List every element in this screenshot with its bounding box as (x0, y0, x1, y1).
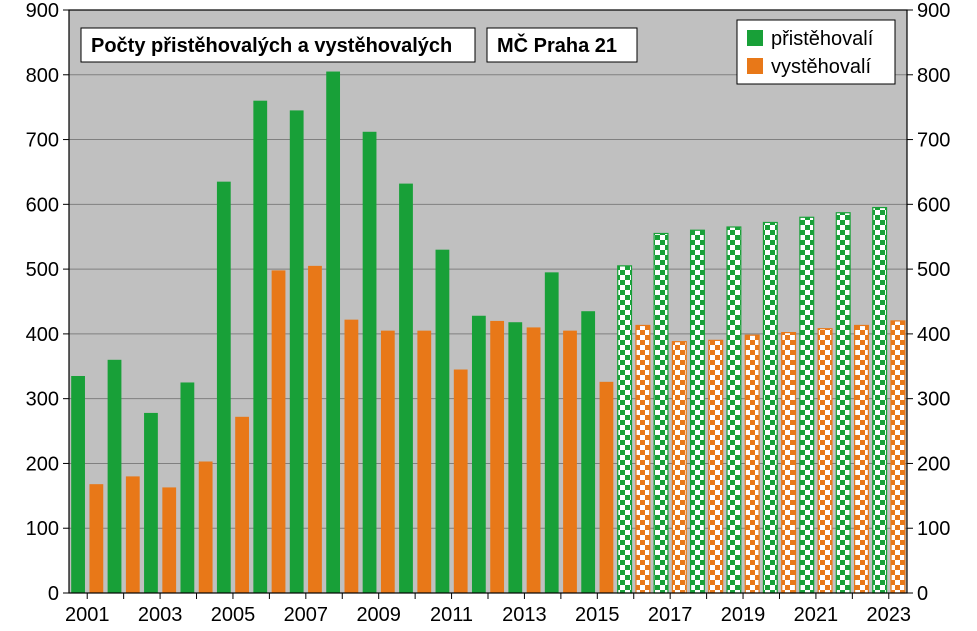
y-tick-label-right: 500 (917, 259, 950, 281)
bar-pristehovali (763, 222, 777, 593)
bar-pristehovali (545, 272, 559, 593)
bar-vystehovali (745, 335, 759, 593)
bar-vystehovali (381, 331, 395, 593)
bar-pristehovali (290, 110, 304, 593)
bar-pristehovali (727, 227, 741, 593)
bar-vystehovali (417, 331, 431, 593)
bar-pristehovali (144, 413, 158, 593)
chart-title-left: Počty přistěhovalých a vystěhovalých (91, 35, 452, 57)
bar-vystehovali (454, 370, 468, 593)
y-tick-label: 0 (48, 583, 59, 605)
bar-pristehovali (217, 182, 231, 593)
bar-pristehovali (436, 250, 450, 593)
y-tick-label-right: 600 (917, 194, 950, 216)
bar-vystehovali (818, 329, 832, 593)
bar-pristehovali (618, 266, 632, 593)
bar-vystehovali (162, 487, 176, 593)
y-tick-label: 100 (26, 518, 59, 540)
bar-vystehovali (272, 270, 286, 593)
chart-svg: 0 0 100 100 200 200 300 300 400 400 500 500 600 600 70… (0, 0, 977, 631)
x-tick-label: 2015 (575, 604, 620, 626)
bar-pristehovali (654, 233, 668, 593)
y-tick-label: 200 (26, 453, 59, 475)
y-tick-label-right: 400 (917, 324, 950, 346)
migration-bar-chart: 0 0 100 100 200 200 300 300 400 400 500 500 600 600 70… (0, 0, 977, 631)
bar-vystehovali (709, 340, 723, 593)
legend-label-pristehovali: přistěhovalí (771, 28, 874, 50)
y-tick-label: 400 (26, 324, 59, 346)
x-tick-label: 2021 (794, 604, 839, 626)
x-tick-label: 2013 (502, 604, 547, 626)
y-tick-label-right: 0 (917, 583, 928, 605)
y-tick-label-right: 700 (917, 130, 950, 152)
bar-vystehovali (126, 476, 140, 593)
bar-vystehovali (563, 331, 577, 593)
bar-vystehovali (527, 327, 541, 593)
legend-label-vystehovali: vystěhovalí (771, 56, 871, 78)
legend-swatch-vystehovali (747, 58, 763, 74)
bar-vystehovali (345, 320, 359, 593)
legend-swatch-pristehovali (747, 30, 763, 46)
bar-vystehovali (89, 484, 103, 593)
y-tick-label-right: 800 (917, 65, 950, 87)
bar-pristehovali (873, 208, 887, 593)
bar-pristehovali (399, 184, 413, 593)
y-tick-label-right: 900 (917, 0, 950, 22)
bar-pristehovali (581, 311, 595, 593)
bar-vystehovali (600, 382, 614, 593)
x-tick-label: 2019 (721, 604, 766, 626)
bar-vystehovali (672, 342, 686, 593)
bar-pristehovali (508, 322, 522, 593)
y-tick-label: 900 (26, 0, 59, 22)
bar-pristehovali (363, 132, 377, 593)
y-tick-label-right: 100 (917, 518, 950, 540)
bar-pristehovali (108, 360, 122, 593)
bar-pristehovali (326, 72, 340, 593)
x-tick-label: 2003 (138, 604, 183, 626)
bar-vystehovali (782, 333, 796, 593)
y-tick-label: 500 (26, 259, 59, 281)
bar-pristehovali (71, 376, 85, 593)
y-tick-label: 800 (26, 65, 59, 87)
bar-pristehovali (180, 382, 194, 593)
bar-pristehovali (691, 230, 705, 593)
bar-vystehovali (308, 266, 322, 593)
x-tick-label: 2001 (65, 604, 110, 626)
y-tick-label: 300 (26, 389, 59, 411)
bar-pristehovali (836, 213, 850, 593)
x-tick-label: 2023 (867, 604, 912, 626)
x-tick-label: 2017 (648, 604, 693, 626)
chart-title-right: MČ Praha 21 (497, 33, 617, 57)
x-tick-label: 2007 (284, 604, 329, 626)
x-tick-label: 2011 (430, 604, 473, 626)
y-tick-label: 600 (26, 194, 59, 216)
bar-vystehovali (855, 325, 869, 593)
y-tick-label-right: 300 (917, 389, 950, 411)
y-tick-label: 700 (26, 130, 59, 152)
bar-pristehovali (800, 217, 814, 593)
bar-vystehovali (199, 462, 213, 593)
bar-pristehovali (253, 101, 267, 593)
x-tick-label: 2005 (211, 604, 256, 626)
bar-vystehovali (636, 325, 650, 593)
bar-vystehovali (891, 321, 905, 593)
x-tick-label: 2009 (356, 604, 401, 626)
y-tick-label-right: 200 (917, 453, 950, 475)
bar-vystehovali (490, 321, 504, 593)
bar-pristehovali (472, 316, 486, 593)
bar-vystehovali (235, 417, 249, 593)
